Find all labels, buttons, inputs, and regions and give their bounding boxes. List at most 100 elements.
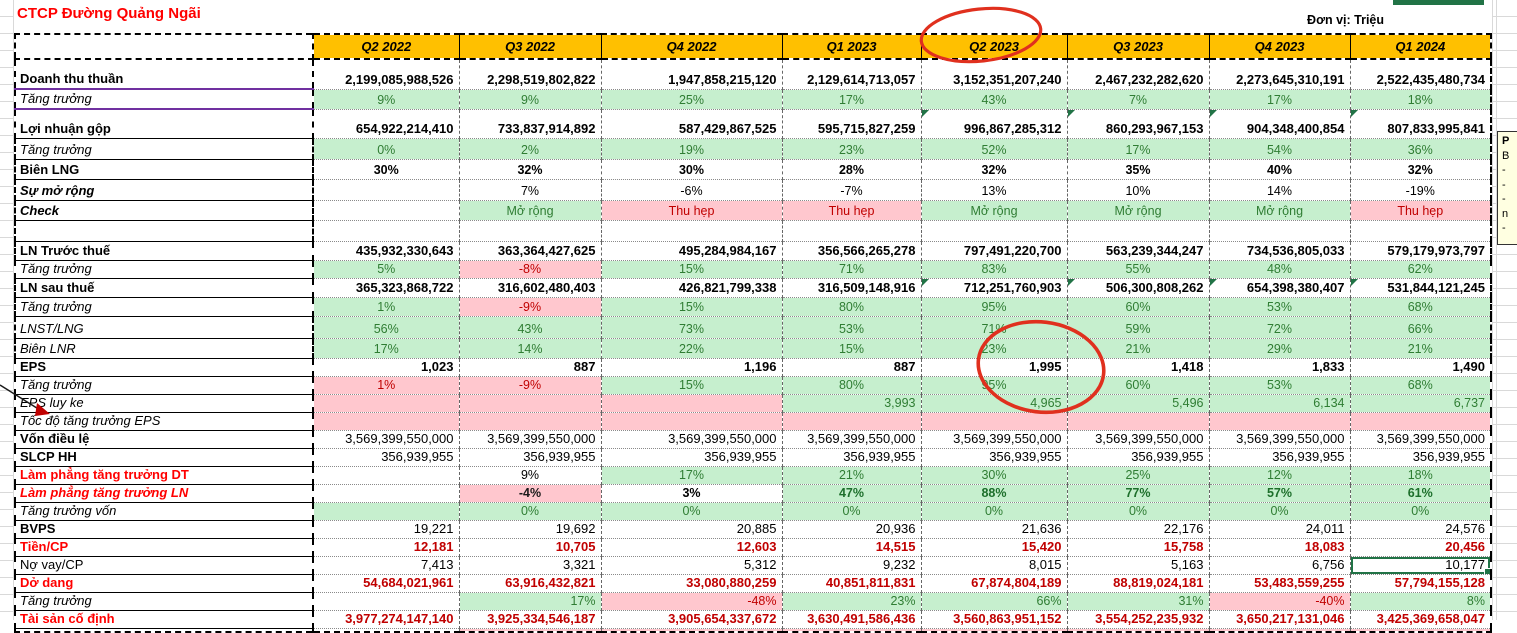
data-cell[interactable]: 5,312 [600,556,782,575]
data-cell[interactable]: 1,995 [920,358,1067,377]
row-label[interactable]: Biên LNG [15,158,314,180]
data-cell[interactable]: 734,536,805,033 [1208,241,1350,261]
data-cell[interactable]: Mở rộng [920,200,1067,221]
data-cell[interactable]: 579,179,973,797 [1349,241,1491,261]
data-cell[interactable]: 356,939,955 [458,448,601,467]
data-cell[interactable]: 17% [1066,138,1209,160]
data-cell[interactable]: 316,509,148,916 [781,278,921,298]
data-cell[interactable]: 363,364,427,625 [458,241,601,261]
data-cell[interactable]: Thu hẹp [781,200,921,221]
data-cell[interactable]: 18,083 [1208,538,1350,557]
data-cell[interactable] [312,484,459,503]
data-cell[interactable]: 22% [600,338,782,359]
row-label[interactable]: Nợ vay/CP [15,555,314,575]
row-label[interactable]: Biên LNR [15,337,314,359]
data-cell[interactable]: 57,794,155,128 [1349,574,1491,593]
data-cell[interactable]: 60% [1066,376,1209,395]
data-cell[interactable]: 797,491,220,700 [920,241,1067,261]
data-cell[interactable]: 3,321 [458,556,601,575]
data-cell[interactable]: 61% [1349,484,1491,503]
data-cell[interactable]: 88,819,024,181 [1066,574,1209,593]
data-cell[interactable]: 3,152,351,207,240 [920,59,1067,90]
data-cell[interactable]: 31% [1066,592,1209,611]
data-cell[interactable] [312,412,459,431]
data-cell[interactable]: 67,874,804,189 [920,574,1067,593]
data-cell[interactable]: 3,925,334,546,187 [458,610,601,629]
row-label[interactable]: Tăng trưởng [15,375,314,395]
data-cell[interactable]: 6,737 [1349,394,1491,413]
data-cell[interactable]: 15% [600,297,782,317]
data-cell[interactable]: 1,418 [1066,358,1209,377]
data-cell[interactable]: 0% [600,502,782,521]
data-cell[interactable]: 3,905,654,337,672 [600,610,782,629]
data-cell[interactable]: 3,569,399,550,000 [1349,430,1491,449]
data-cell[interactable]: 0% [1208,502,1350,521]
data-cell[interactable]: 1,023 [312,358,459,377]
row-label[interactable] [15,219,314,242]
data-cell[interactable]: 3,569,399,550,000 [458,430,601,449]
data-cell[interactable]: 53,483,559,255 [1208,574,1350,593]
row-label[interactable]: EPS [15,357,314,377]
data-cell[interactable]: 14% [458,338,601,359]
data-cell[interactable]: 426,821,799,338 [600,278,782,298]
data-cell[interactable]: 0% [1349,502,1491,521]
data-cell[interactable]: 3,554,252,235,932 [1066,610,1209,629]
selected-cell[interactable]: 10,177 [1349,556,1491,575]
data-cell[interactable]: 53% [1208,297,1350,317]
row-label[interactable]: Tốc độ tăng trưởng EPS [15,411,314,431]
row-label[interactable]: BVPS [15,519,314,539]
data-cell[interactable]: 12% [1208,466,1350,485]
data-cell[interactable]: 3,977,274,147,140 [312,610,459,629]
data-cell[interactable]: 3,993 [781,394,921,413]
data-cell[interactable]: 83% [920,260,1067,279]
data-cell[interactable]: 24,011 [1208,520,1350,539]
data-cell[interactable] [600,628,782,633]
data-cell[interactable]: 95% [920,297,1067,317]
data-cell[interactable] [458,412,601,431]
row-label[interactable] [15,627,314,633]
corner-cell[interactable] [15,34,314,60]
row-label[interactable]: Dở dang [15,573,314,593]
data-cell[interactable]: 904,348,400,854 [1208,109,1350,139]
column-header[interactable]: Q2 2022 [312,34,459,60]
data-cell[interactable]: -8% [458,260,601,279]
data-cell[interactable] [600,394,782,413]
data-cell[interactable]: 5,496 [1066,394,1209,413]
data-cell[interactable]: 29% [1208,338,1350,359]
column-header[interactable]: Q2 2023 [920,34,1067,60]
data-cell[interactable]: 2% [458,138,601,160]
data-cell[interactable]: 3,560,863,951,152 [920,610,1067,629]
data-cell[interactable]: 807,833,995,841 [1349,109,1491,139]
row-label[interactable]: Check [15,199,314,221]
data-cell[interactable]: 13% [920,179,1067,201]
data-cell[interactable]: -9% [458,297,601,317]
data-cell[interactable]: 587,429,867,525 [600,109,782,139]
data-cell[interactable]: 17% [458,592,601,611]
data-cell[interactable]: 30% [920,466,1067,485]
data-cell[interactable] [312,394,459,413]
data-cell[interactable]: 15% [600,260,782,279]
data-cell[interactable]: Mở rộng [1208,200,1350,221]
data-cell[interactable]: 77% [1066,484,1209,503]
data-cell[interactable]: 0% [781,502,921,521]
row-label[interactable]: Doanh thu thuần [15,58,314,90]
data-cell[interactable]: 32% [920,159,1067,180]
data-cell[interactable]: 1,947,858,215,120 [600,59,782,90]
data-cell[interactable] [1208,628,1350,633]
data-cell[interactable]: 12,181 [312,538,459,557]
data-cell[interactable]: 3,569,399,550,000 [312,430,459,449]
data-cell[interactable]: 356,939,955 [312,448,459,467]
row-label[interactable]: Tăng trưởng [15,259,314,279]
data-cell[interactable]: 2,522,435,480,734 [1349,59,1491,90]
data-cell[interactable]: 17% [781,89,921,110]
data-cell[interactable]: 25% [600,89,782,110]
data-cell[interactable]: 1% [312,376,459,395]
data-cell[interactable]: 495,284,984,167 [600,241,782,261]
data-cell[interactable]: 9% [458,466,601,485]
data-cell[interactable] [920,220,1067,242]
data-cell[interactable]: 356,939,955 [1066,448,1209,467]
row-label[interactable]: Tiền/CP [15,537,314,557]
data-cell[interactable] [1066,220,1209,242]
row-label[interactable]: LNST/LNG [15,315,314,339]
data-cell[interactable] [312,220,459,242]
